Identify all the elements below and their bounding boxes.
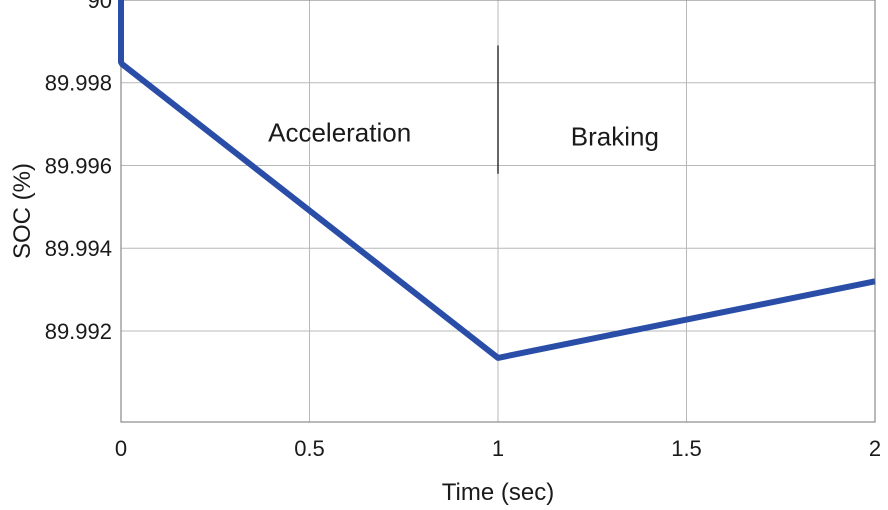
x-tick-label: 1.5 bbox=[671, 436, 702, 461]
x-tick-label: 1 bbox=[492, 436, 504, 461]
soc-series-line bbox=[118, 0, 876, 361]
y-tick-label: 89.998 bbox=[45, 71, 112, 96]
annotation-label: Braking bbox=[571, 122, 659, 152]
y-tick-label: 89.996 bbox=[45, 153, 112, 178]
x-tick-label: 2 bbox=[869, 436, 881, 461]
series-layer bbox=[118, 0, 876, 361]
y-tick-label: 89.994 bbox=[45, 236, 112, 261]
y-tick-label: 90 bbox=[88, 0, 112, 13]
x-axis-label: Time (sec) bbox=[442, 479, 554, 506]
annotation-label: Acceleration bbox=[268, 117, 411, 147]
x-tick-label: 0 bbox=[115, 436, 127, 461]
tick-labels: 0 0.5 1 1.5 2 89.992 89.994 89.996 89.998 90 bbox=[45, 0, 881, 461]
plot-frame bbox=[120, 0, 876, 423]
annotations: Acceleration Braking bbox=[268, 117, 659, 151]
x-tick-label: 0.5 bbox=[294, 436, 325, 461]
y-tick-label: 89.992 bbox=[45, 319, 112, 344]
y-axis-label: SOC (%) bbox=[9, 163, 36, 259]
